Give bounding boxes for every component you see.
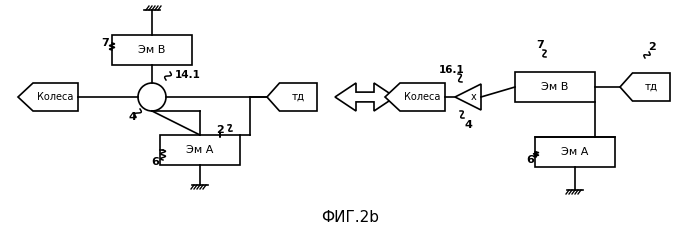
Text: 4: 4 <box>128 112 136 122</box>
Text: 16.1: 16.1 <box>439 65 465 75</box>
Polygon shape <box>385 83 445 111</box>
Text: 4: 4 <box>464 120 472 130</box>
Text: Колеса: Колеса <box>37 92 73 102</box>
Text: 14.1: 14.1 <box>175 70 201 80</box>
Text: 2: 2 <box>648 42 656 52</box>
Polygon shape <box>18 83 78 111</box>
Text: тд: тд <box>291 92 305 102</box>
Polygon shape <box>267 83 317 111</box>
Text: Эм В: Эм В <box>541 82 569 92</box>
Text: Эм А: Эм А <box>187 145 214 155</box>
FancyBboxPatch shape <box>515 72 595 102</box>
Text: 6: 6 <box>526 155 534 165</box>
Text: 2: 2 <box>216 125 224 135</box>
Polygon shape <box>335 83 395 111</box>
Polygon shape <box>455 84 481 110</box>
FancyBboxPatch shape <box>535 137 615 167</box>
Text: Эм В: Эм В <box>138 45 166 55</box>
Text: ФИГ.2b: ФИГ.2b <box>321 209 379 224</box>
Text: 6: 6 <box>151 157 159 167</box>
Text: Колеса: Колеса <box>404 92 440 102</box>
Text: 7: 7 <box>536 40 544 50</box>
Text: 7: 7 <box>101 38 109 48</box>
FancyBboxPatch shape <box>112 35 192 65</box>
Polygon shape <box>620 73 670 101</box>
Circle shape <box>138 83 166 111</box>
Text: тд: тд <box>644 82 658 92</box>
Text: x: x <box>470 92 476 102</box>
FancyBboxPatch shape <box>160 135 240 165</box>
Text: Эм А: Эм А <box>561 147 589 157</box>
